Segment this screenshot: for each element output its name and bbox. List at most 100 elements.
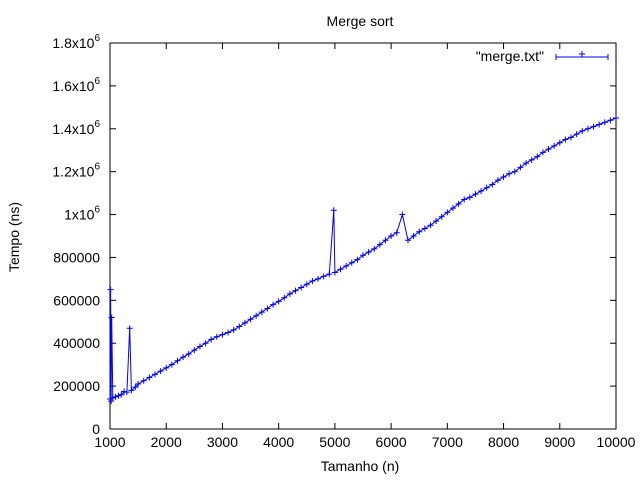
- data-point-marker: [140, 377, 147, 384]
- data-point-marker: [500, 174, 507, 181]
- data-point-marker: [534, 153, 541, 160]
- data-point-marker: [596, 121, 603, 128]
- data-point-marker: [286, 290, 293, 297]
- legend: "merge.txt": [476, 48, 609, 64]
- data-point-marker: [528, 156, 535, 163]
- data-point-marker: [298, 284, 305, 291]
- y-tick-label-base: 1.8x10: [52, 35, 94, 51]
- data-point-marker: [427, 222, 434, 229]
- data-point-marker: [112, 393, 119, 400]
- legend-marker-sample: [555, 51, 609, 60]
- y-axis-ticks: 02000004000006000008000001x1061.2x1061.4…: [52, 33, 616, 437]
- data-point-marker: [281, 294, 288, 301]
- plot-frame: [109, 42, 617, 430]
- x-tick-label: 1000: [94, 434, 125, 450]
- data-point-marker: [163, 364, 170, 371]
- data-point-marker: [478, 187, 485, 194]
- legend-label: "merge.txt": [476, 48, 544, 64]
- data-point-marker: [568, 134, 575, 141]
- data-point-marker: [146, 374, 153, 381]
- data-point-marker: [315, 275, 322, 282]
- y-tick-label: 400000: [53, 335, 100, 351]
- data-point-marker: [320, 273, 327, 280]
- y-tick-label: 1.4x106: [52, 119, 100, 137]
- y-tick-label: 200000: [53, 378, 100, 394]
- data-point-marker: [185, 350, 192, 357]
- x-tick-label: 9000: [544, 434, 575, 450]
- y-tick-label-exponent: 6: [94, 205, 100, 216]
- x-tick-label: 8000: [488, 434, 519, 450]
- data-point-marker: [438, 213, 445, 220]
- y-tick-label: 600000: [53, 292, 100, 308]
- data-point-marker: [292, 287, 299, 294]
- data-point-marker: [236, 323, 243, 330]
- data-point-marker: [151, 371, 158, 378]
- data-point-marker: [331, 269, 338, 276]
- data-point-marker: [247, 316, 254, 323]
- series-layer: [107, 115, 619, 405]
- x-axis-label: Tamanho (n): [321, 458, 400, 474]
- y-tick-label: 0: [92, 421, 100, 437]
- data-point-marker: [180, 354, 187, 361]
- data-point-marker: [444, 209, 451, 216]
- data-point-marker: [107, 286, 114, 293]
- data-point-marker: [433, 217, 440, 224]
- y-tick-label-base: 1x10: [64, 207, 95, 223]
- data-point-marker: [517, 164, 524, 171]
- y-tick-label: 1x106: [64, 205, 100, 223]
- y-tick-label-base: 1.4x10: [52, 121, 94, 137]
- data-point-marker: [449, 205, 456, 212]
- x-tick-label: 10000: [597, 434, 636, 450]
- data-point-marker: [123, 389, 130, 396]
- chart-title: Merge sort: [327, 13, 394, 29]
- data-point-marker: [330, 207, 337, 214]
- data-point-marker: [613, 115, 619, 122]
- data-point-marker: [348, 259, 355, 266]
- y-axis-label: Tempo (ns): [6, 202, 22, 272]
- y-tick-label: 1.6x106: [52, 76, 100, 94]
- data-point-marker: [371, 245, 378, 252]
- data-point-marker: [472, 191, 479, 198]
- data-point-marker: [157, 368, 164, 375]
- data-point-marker: [196, 343, 203, 350]
- data-point-marker: [275, 298, 282, 305]
- x-tick-label: 6000: [376, 434, 407, 450]
- data-point-marker: [404, 237, 411, 244]
- data-point-marker: [421, 225, 428, 232]
- data-point-marker: [399, 211, 406, 218]
- y-tick-label-base: 1.6x10: [52, 78, 94, 94]
- y-tick-label-exponent: 6: [94, 162, 100, 173]
- data-point-marker: [213, 333, 220, 340]
- data-point-marker: [579, 127, 586, 134]
- data-point-marker: [545, 146, 552, 153]
- data-point-marker: [208, 336, 215, 343]
- data-point-marker: [562, 136, 569, 143]
- data-point-marker: [489, 181, 496, 188]
- data-point-marker: [303, 281, 310, 288]
- data-point-marker: [556, 139, 563, 146]
- data-point-marker: [135, 380, 142, 387]
- data-point-marker: [225, 329, 232, 336]
- data-point-marker: [365, 249, 372, 256]
- series-line: [109, 117, 617, 402]
- y-tick-label: 1.2x106: [52, 162, 100, 180]
- data-point-marker: [551, 142, 558, 149]
- legend-plus-marker: [579, 51, 585, 57]
- data-point-marker: [309, 278, 316, 285]
- data-point-marker: [506, 170, 513, 177]
- data-point-marker: [455, 200, 462, 207]
- data-point-marker: [483, 184, 490, 191]
- data-point-marker: [590, 123, 597, 130]
- x-tick-label: 3000: [207, 434, 238, 450]
- data-point-marker: [253, 312, 260, 319]
- data-point-marker: [494, 177, 501, 184]
- x-tick-label: 2000: [151, 434, 182, 450]
- y-tick-label-base: 1.2x10: [52, 164, 94, 180]
- data-point-marker: [360, 252, 366, 259]
- data-point-marker: [388, 233, 395, 239]
- y-tick-label: 1.8x106: [52, 33, 100, 51]
- y-tick-label-exponent: 6: [94, 76, 100, 87]
- data-point-marker: [466, 194, 473, 201]
- data-point-marker: [258, 309, 265, 316]
- data-point-marker: [337, 266, 344, 273]
